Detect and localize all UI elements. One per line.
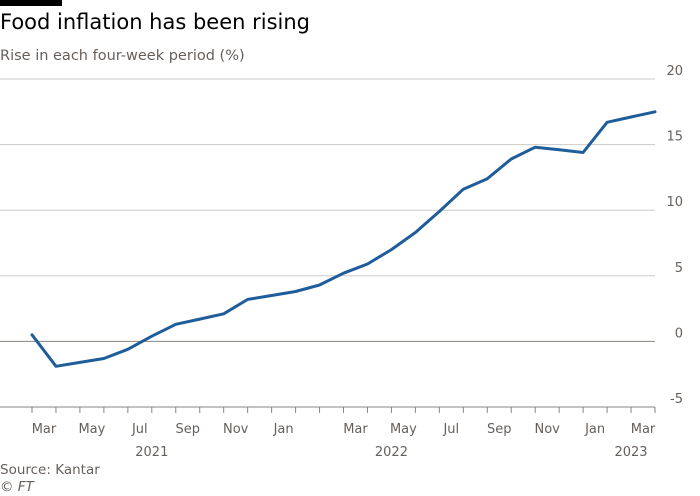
y-tick-label: 0 xyxy=(675,326,683,341)
x-tick-label: Jul xyxy=(131,422,148,437)
series-line-food-inflation xyxy=(30,110,657,368)
x-axis-ticks xyxy=(31,407,656,413)
x-axis-labels: Mar May Jul Sep Nov Jan Mar May Jul Sep Nov Jan Mar 2… xyxy=(32,422,656,460)
x-year-label: 2021 xyxy=(135,445,168,460)
x-tick-label: Sep xyxy=(175,422,200,437)
y-tick-label: 10 xyxy=(666,195,683,210)
x-tick-label: May xyxy=(390,422,417,437)
x-tick-label: Nov xyxy=(534,422,560,437)
x-tick-label: Jan xyxy=(273,422,294,437)
y-axis-labels: -5 0 5 10 15 20 xyxy=(666,64,683,407)
series-layer xyxy=(30,110,657,368)
x-tick-label: May xyxy=(78,422,105,437)
grid-lines xyxy=(0,78,655,408)
y-tick-label: 20 xyxy=(666,64,683,79)
x-tick-label: Mar xyxy=(32,422,57,437)
x-tick-label: Mar xyxy=(343,422,368,437)
x-tick-label: Jan xyxy=(584,422,605,437)
source-note: Source: Kantar xyxy=(0,462,100,478)
chart-subtitle: Rise in each four-week period (%) xyxy=(0,48,245,64)
x-tick-label: Jul xyxy=(442,422,459,437)
x-tick-label: Mar xyxy=(631,422,656,437)
x-year-label: 2022 xyxy=(375,445,408,460)
credit-note: © FT xyxy=(0,479,34,495)
y-tick-label: 5 xyxy=(675,261,683,276)
y-tick-label: -5 xyxy=(670,392,683,407)
x-tick-label: Sep xyxy=(487,422,512,437)
chart-title: Food inflation has been rising xyxy=(0,10,311,34)
x-year-label: 2023 xyxy=(614,445,647,460)
accent-bar xyxy=(0,0,62,6)
y-tick-label: 15 xyxy=(666,130,683,145)
x-tick-label: Nov xyxy=(223,422,249,437)
